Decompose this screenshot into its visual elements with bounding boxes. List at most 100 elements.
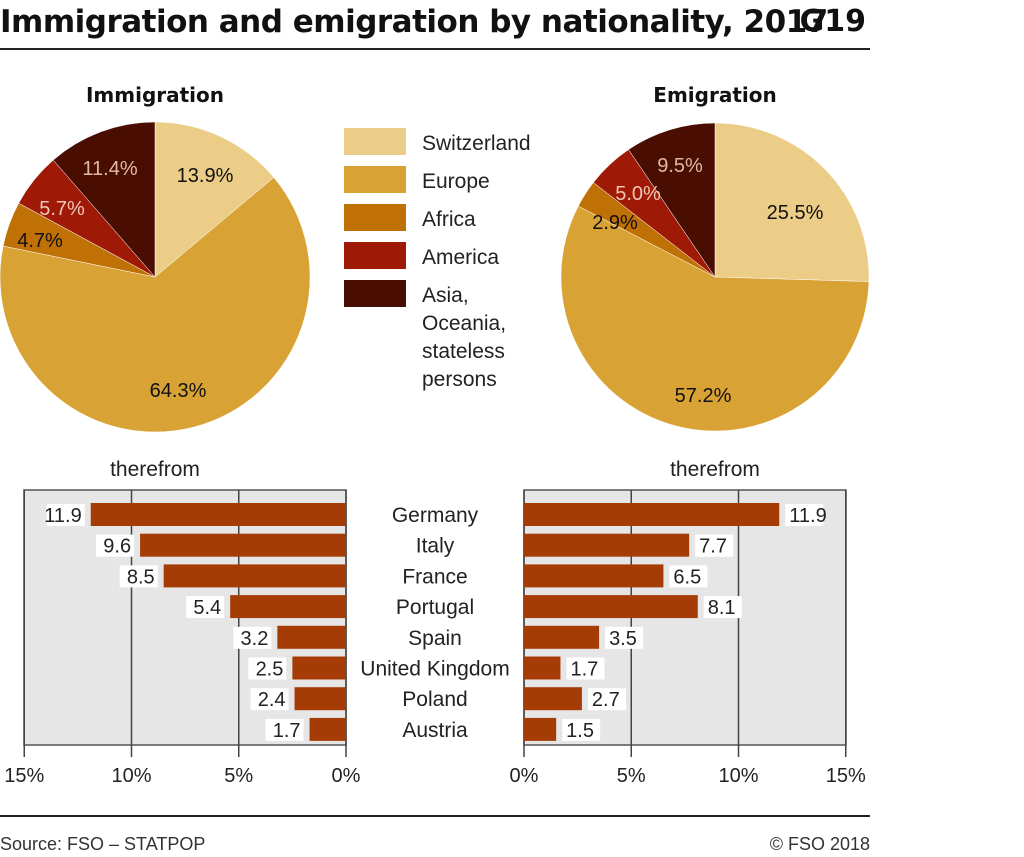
category-label-germany: Germany (392, 504, 479, 527)
value-bg-immigration-portugal (186, 596, 225, 619)
pie-title-immigration: Immigration (86, 83, 224, 107)
value-bg-emigration-austria (562, 718, 601, 741)
legend-label-4: persons (422, 368, 497, 391)
value-bg-immigration-austria (265, 718, 304, 741)
value-bg-emigration-france (669, 565, 708, 588)
legend-label-3: America (422, 246, 499, 269)
value-bg-immigration-united-kingdom (248, 657, 287, 680)
bar-immigration-united-kingdom (292, 656, 346, 680)
pie-label-immigration-switzerland: 13.9% (177, 165, 234, 187)
pie-slice-emigration-switzerland (714, 122, 870, 282)
category-label-united-kingdom: United Kingdom (360, 658, 509, 681)
category-label-spain: Spain (408, 627, 462, 650)
tick-label-left-10: 10% (111, 765, 151, 787)
legend-swatch-1 (344, 166, 406, 193)
legend-swatch-4 (344, 280, 406, 307)
legend-label-4: Asia, (422, 284, 469, 307)
value-bg-emigration-portugal (703, 596, 742, 619)
value-bg-immigration-spain (233, 626, 272, 649)
bar-immigration-spain (277, 625, 346, 649)
pie-label-immigration-europe: 64.3% (150, 380, 207, 402)
value-bg-immigration-france (119, 565, 158, 588)
value-label-emigration-france: 6.5 (673, 566, 701, 588)
bar-emigration-portugal (524, 595, 698, 619)
subtitle-left: therefrom (110, 458, 200, 481)
tick-label-left-5: 5% (224, 765, 253, 787)
category-label-poland: Poland (402, 688, 467, 711)
copyright-note: © FSO 2018 (769, 834, 870, 854)
value-bg-emigration-poland (587, 688, 626, 711)
bar-emigration-france (524, 564, 664, 588)
value-bg-immigration-italy (96, 534, 135, 557)
value-bg-immigration-poland (250, 688, 289, 711)
legend-label-2: Africa (422, 208, 476, 231)
value-label-immigration-germany: 11.9 (44, 505, 81, 527)
tick-label-left-15: 15% (4, 765, 44, 787)
value-bg-emigration-united-kingdom (566, 657, 605, 680)
chart-title: Immigration and emigration by nationalit… (0, 4, 828, 40)
value-label-immigration-spain: 3.2 (241, 628, 269, 650)
value-label-immigration-italy: 9.6 (103, 536, 131, 558)
value-label-emigration-spain: 3.5 (609, 628, 637, 650)
pie-title-emigration: Emigration (653, 83, 776, 107)
pie-label-emigration-asia-oceania-stateless-persons: 9.5% (657, 155, 703, 177)
pie-slice-emigration-europe (560, 205, 870, 432)
pie-slice-immigration-europe (0, 177, 311, 433)
category-label-portugal: Portugal (396, 596, 474, 619)
pie-slice-immigration-asia-oceania-stateless-persons (52, 121, 156, 278)
legend-label-4: stateless (422, 340, 505, 363)
bar-immigration-poland (294, 687, 346, 711)
tick-label-left-0: 0% (332, 765, 361, 787)
value-label-emigration-italy: 7.7 (699, 536, 727, 558)
pie-label-immigration-asia-oceania-stateless-persons: 11.4% (82, 158, 137, 180)
value-label-emigration-portugal: 8.1 (708, 597, 736, 619)
bar-immigration-portugal (230, 595, 346, 619)
legend-swatch-3 (344, 242, 406, 269)
pie-slice-emigration-asia-oceania-stateless-persons (628, 122, 716, 278)
tick-label-right-15: 15% (826, 765, 866, 787)
source-note: Source: FSO – STATPOP (0, 834, 206, 854)
bar-emigration-italy (524, 533, 690, 557)
subtitle-right: therefrom (670, 458, 760, 481)
value-label-emigration-germany: 11.9 (789, 505, 826, 527)
tick-label-right-5: 5% (617, 765, 646, 787)
bottom-rule (0, 815, 870, 817)
value-label-emigration-united-kingdom: 1.7 (570, 659, 598, 681)
top-rule (0, 48, 870, 50)
value-label-immigration-united-kingdom: 2.5 (256, 659, 284, 681)
pie-slice-immigration-switzerland (154, 121, 275, 278)
tick-label-right-0: 0% (510, 765, 539, 787)
legend-label-0: Switzerland (422, 132, 531, 155)
value-bg-immigration-germany (46, 504, 85, 526)
pie-label-emigration-switzerland: 25.5% (767, 202, 824, 224)
bar-emigration-spain (524, 625, 600, 649)
pie-label-immigration-america: 5.7% (39, 198, 85, 220)
value-bg-emigration-italy (695, 534, 734, 557)
bar-emigration-united-kingdom (524, 656, 561, 680)
bar-emigration-poland (524, 687, 582, 711)
value-label-emigration-austria: 1.5 (566, 720, 594, 742)
figure-code: G19 (799, 4, 866, 39)
category-label-france: France (402, 565, 467, 588)
bar-emigration-germany (524, 503, 780, 526)
bar-immigration-france (163, 564, 346, 588)
pie-label-emigration-africa: 2.9% (592, 212, 638, 234)
value-label-immigration-austria: 1.7 (273, 720, 301, 742)
bar-immigration-austria (309, 717, 346, 741)
legend-swatch-2 (344, 204, 406, 231)
bar-immigration-italy (140, 533, 346, 557)
tick-label-right-10: 10% (718, 765, 758, 787)
value-label-immigration-france: 8.5 (127, 566, 155, 588)
pie-label-emigration-america: 5.0% (615, 183, 661, 205)
value-label-emigration-poland: 2.7 (592, 689, 620, 711)
legend-label-4: Oceania, (422, 312, 506, 335)
value-bg-emigration-germany (785, 504, 824, 526)
category-label-italy: Italy (416, 535, 455, 558)
value-bg-emigration-spain (605, 626, 644, 649)
pie-label-emigration-europe: 57.2% (675, 385, 732, 407)
value-label-immigration-portugal: 5.4 (193, 597, 221, 619)
category-label-austria: Austria (402, 719, 468, 742)
value-label-immigration-poland: 2.4 (258, 689, 286, 711)
pie-label-immigration-africa: 4.7% (17, 230, 63, 252)
